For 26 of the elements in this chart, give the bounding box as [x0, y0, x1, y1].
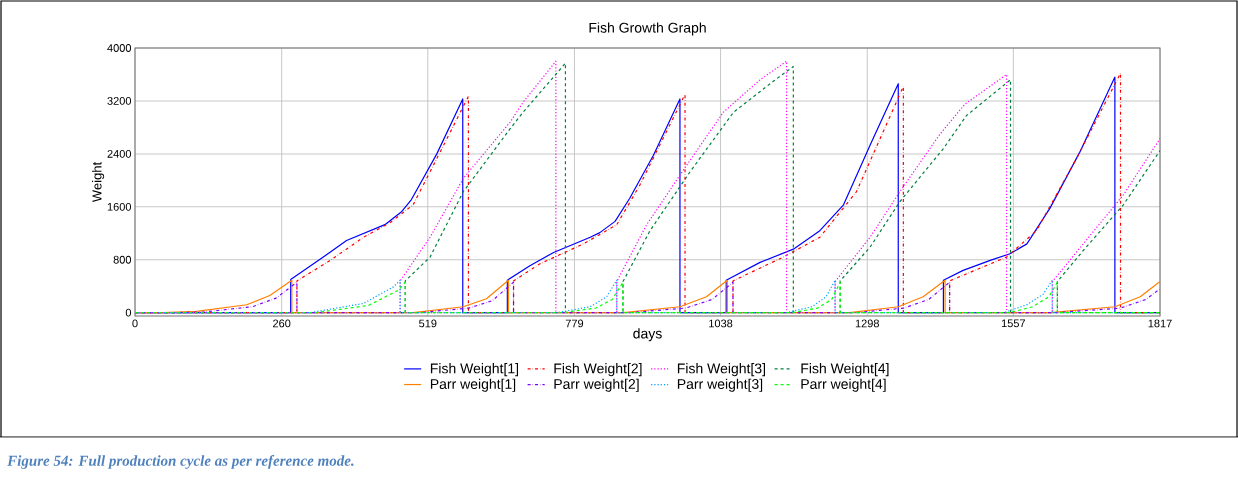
- legend-label: Parr weight[2]: [554, 378, 639, 392]
- legend-label: Fish Weight[2]: [554, 363, 642, 377]
- y-tick-label: 0: [125, 308, 132, 317]
- x-tick-label: 779: [565, 319, 584, 328]
- legend-label: Parr weight[4]: [801, 378, 886, 392]
- x-tick-label: 1298: [855, 319, 879, 328]
- x-tick-label: 260: [273, 319, 291, 328]
- legend-label: Fish Weight[4]: [801, 363, 889, 377]
- chart-title: Fish Growth Graph: [589, 22, 706, 36]
- x-tick-label: 1557: [1001, 319, 1026, 328]
- y-tick-label: 800: [113, 255, 132, 264]
- caption: Figure 54: Full production cycle as per reference mode.: [7, 455, 354, 469]
- y-tick-label: 2400: [107, 149, 132, 158]
- y-tick-label: 4000: [107, 44, 132, 52]
- x-tick-label: 1038: [709, 319, 733, 328]
- x-tick-label: 519: [419, 319, 437, 328]
- legend-label: Parr weight[1]: [430, 378, 516, 392]
- x-tick-label: 1817: [1148, 319, 1172, 328]
- x-tick-label: 0: [132, 319, 138, 328]
- y-tick-label: 3200: [107, 97, 132, 105]
- legend-label: Parr weight[3]: [677, 378, 763, 392]
- y-axis-title: Weight: [92, 161, 105, 203]
- legend-label: Fish Weight[1]: [430, 363, 519, 377]
- x-axis-title: days: [633, 328, 662, 342]
- legend-label: Fish Weight[3]: [677, 363, 765, 377]
- y-tick-label: 1600: [107, 202, 132, 211]
